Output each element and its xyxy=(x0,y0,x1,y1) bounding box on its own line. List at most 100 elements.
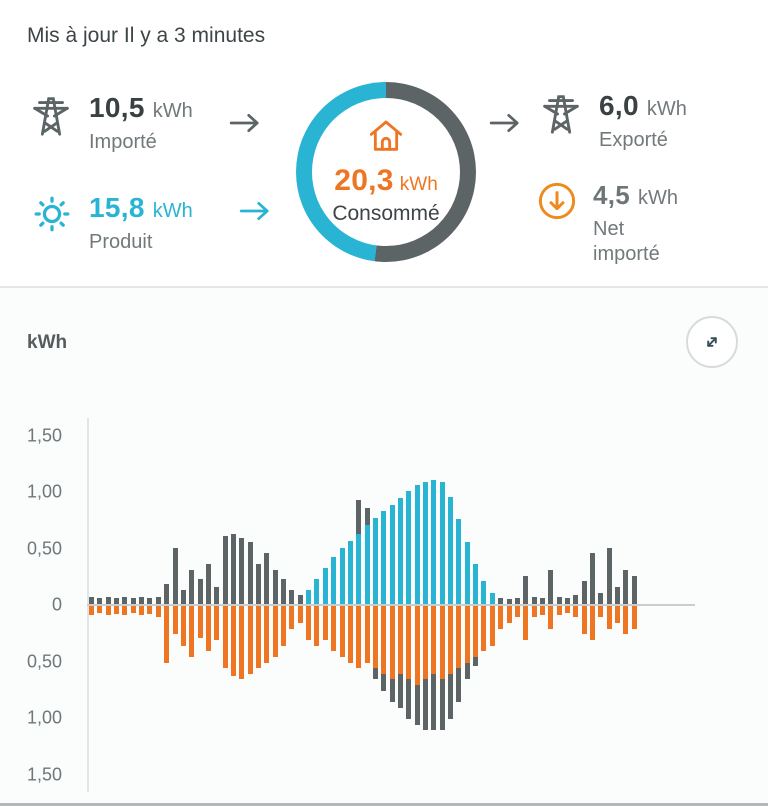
bar-consomme xyxy=(205,606,211,652)
bar-consomme xyxy=(615,606,621,623)
bar-exporte xyxy=(456,668,462,703)
bar-importe xyxy=(247,541,253,604)
bar-consomme xyxy=(239,606,245,680)
bar-produit xyxy=(448,496,454,604)
bar-importe xyxy=(523,575,529,604)
bar-importe xyxy=(147,598,153,604)
bar-exporte xyxy=(423,679,428,731)
bar-consomme xyxy=(590,606,595,640)
consumed-label: Consommé xyxy=(332,202,440,226)
bar-produit xyxy=(456,519,462,604)
exported-value: 6,0 xyxy=(599,90,639,121)
bar-importe xyxy=(598,592,604,604)
bar-consomme xyxy=(506,606,512,623)
bar-importe xyxy=(264,553,270,604)
bar-exporte xyxy=(381,673,387,691)
bar-consomme xyxy=(464,606,470,663)
bar-consomme xyxy=(189,606,195,657)
bar-consomme xyxy=(264,606,270,663)
bar-consomme xyxy=(356,606,362,669)
bar-exporte xyxy=(372,668,378,680)
bar-importe xyxy=(623,570,629,604)
bar-consomme xyxy=(139,606,145,616)
produced-text: 15,8 kWh Produit xyxy=(89,192,193,255)
bar-importe xyxy=(514,598,520,604)
imported-text: 10,5 kWh Importé xyxy=(89,92,193,155)
exported-stat: 6,0 kWh Exporté xyxy=(538,90,687,153)
bar-importe xyxy=(556,597,562,604)
net-imported-text: 4,5 kWh Net importé xyxy=(593,180,678,267)
bar-consomme xyxy=(556,606,562,616)
bar-plot[interactable] xyxy=(89,421,695,789)
bar-consomme xyxy=(439,606,445,680)
bar-consomme xyxy=(147,606,153,614)
bar-importe xyxy=(581,581,587,604)
bar-consomme xyxy=(339,606,345,657)
bar-consomme xyxy=(481,606,487,652)
y-tick-label: 0 xyxy=(51,594,62,615)
bar-consomme xyxy=(256,606,261,669)
bar-importe xyxy=(214,587,220,604)
bar-produit xyxy=(347,540,353,604)
bar-consomme xyxy=(456,606,462,669)
bar-consomme xyxy=(539,606,545,616)
bar-consomme xyxy=(489,606,495,646)
bar-consomme xyxy=(130,606,136,613)
bar-consomme xyxy=(498,606,504,629)
bar-consomme xyxy=(314,606,320,646)
bar-importe xyxy=(289,590,295,604)
bar-importe xyxy=(631,575,637,604)
bar-exporte xyxy=(448,673,454,719)
expand-chart-button[interactable] xyxy=(686,316,738,368)
bar-consomme xyxy=(347,606,353,663)
bar-consomme xyxy=(230,606,236,677)
bar-importe xyxy=(356,500,362,534)
bar-importe xyxy=(539,598,545,604)
bar-consomme xyxy=(197,606,203,638)
bar-produit xyxy=(372,518,378,604)
bar-consomme xyxy=(222,606,228,669)
exported-label: Exporté xyxy=(599,129,668,151)
import-flow-arrow-icon xyxy=(228,110,262,141)
bar-importe xyxy=(97,598,103,604)
sun-icon xyxy=(30,192,74,241)
imported-unit: kWh xyxy=(152,100,193,122)
bar-produit xyxy=(364,524,370,604)
bar-importe xyxy=(205,564,211,604)
bar-importe xyxy=(230,533,236,604)
produced-unit: kWh xyxy=(152,200,193,222)
chart-unit-label: kWh xyxy=(27,332,68,353)
bar-consomme xyxy=(372,606,378,669)
bar-importe xyxy=(281,579,287,604)
bar-consomme xyxy=(155,606,161,618)
bar-consomme xyxy=(172,606,178,635)
bar-importe xyxy=(506,599,512,604)
bar-consomme xyxy=(289,606,295,629)
bar-consomme xyxy=(364,606,370,663)
page-bottom-border xyxy=(0,803,768,806)
bar-importe xyxy=(256,564,261,604)
bar-importe xyxy=(155,597,161,604)
bar-importe xyxy=(114,598,120,604)
bar-consomme xyxy=(397,606,403,674)
bar-importe xyxy=(272,570,278,604)
bar-consomme xyxy=(448,606,454,674)
bar-consomme xyxy=(606,606,612,629)
produced-value: 15,8 xyxy=(89,192,145,223)
produced-stat: 15,8 kWh Produit xyxy=(30,192,193,255)
bar-consomme xyxy=(381,606,387,674)
zero-axis-line xyxy=(87,604,695,606)
y-tick-label: 0,50 xyxy=(26,651,62,671)
house-icon xyxy=(366,116,406,161)
bar-consomme xyxy=(581,606,587,635)
bar-importe xyxy=(615,587,621,604)
produced-label: Produit xyxy=(89,231,153,253)
bar-importe xyxy=(164,583,170,604)
bar-importe xyxy=(564,598,570,604)
consumption-ring-center: 20,3 kWh Consommé xyxy=(312,98,460,246)
last-updated-text: Mis à jour Il y a 3 minutes xyxy=(27,24,266,47)
consumed-value: 20,3 xyxy=(334,164,394,198)
energy-chart-section: kWh 1,50 1,00 0,50 0 0,50 1,00 1,50 xyxy=(0,290,768,806)
bar-importe xyxy=(590,553,595,604)
